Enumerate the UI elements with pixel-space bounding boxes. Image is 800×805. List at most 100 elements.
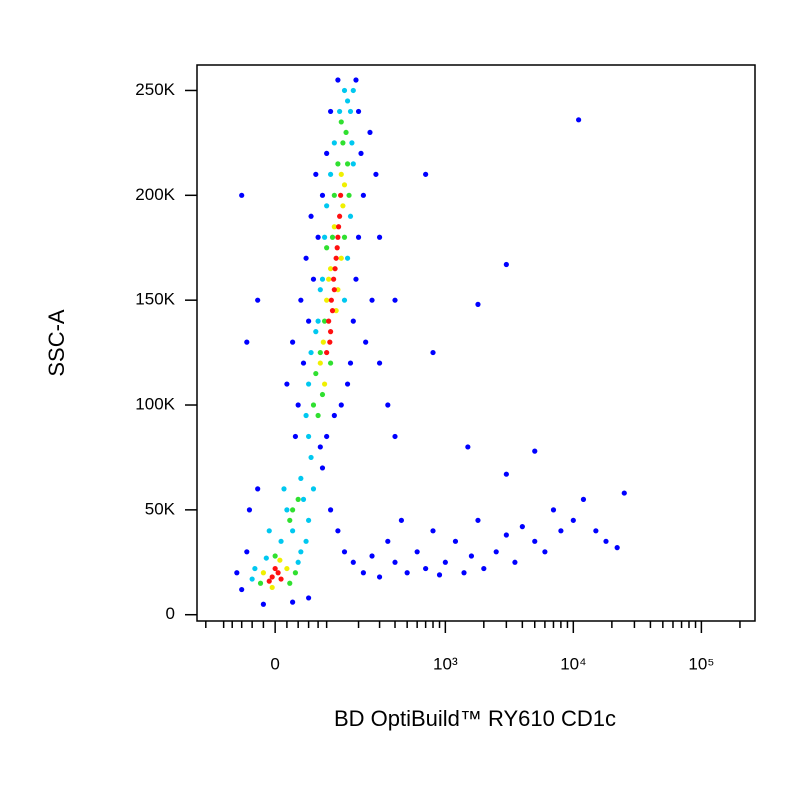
point <box>461 570 467 576</box>
point <box>327 360 334 366</box>
point <box>570 517 576 523</box>
point <box>335 77 341 83</box>
point <box>350 161 356 167</box>
point <box>234 570 240 576</box>
point <box>398 517 405 523</box>
point <box>360 192 366 198</box>
point <box>335 528 341 534</box>
point <box>275 570 281 576</box>
point <box>324 297 330 303</box>
point <box>337 213 343 219</box>
point <box>272 565 278 572</box>
point <box>542 549 548 555</box>
x-tick-label: 10⁴ <box>560 654 586 673</box>
point <box>298 475 304 482</box>
point <box>278 576 284 582</box>
point <box>347 213 354 219</box>
point <box>331 140 337 146</box>
point <box>300 360 307 366</box>
point <box>392 433 398 440</box>
point <box>331 192 337 198</box>
point <box>278 538 284 544</box>
point <box>593 528 599 534</box>
point <box>327 171 334 177</box>
point <box>346 192 352 198</box>
point <box>550 507 557 513</box>
point <box>327 339 333 345</box>
point <box>558 528 564 534</box>
point <box>295 402 301 408</box>
point <box>355 234 362 240</box>
point <box>353 276 359 282</box>
point <box>341 234 348 240</box>
point <box>244 549 250 555</box>
point <box>503 532 509 538</box>
point <box>315 234 321 240</box>
point <box>317 349 323 356</box>
point <box>317 287 323 293</box>
point <box>249 576 255 582</box>
point <box>333 308 339 314</box>
x-tick-label: 10⁵ <box>688 654 714 673</box>
point <box>503 261 509 268</box>
point <box>324 349 330 356</box>
point <box>303 412 309 419</box>
point <box>392 297 398 303</box>
point <box>319 276 326 282</box>
point <box>292 433 299 440</box>
point <box>335 161 341 167</box>
point <box>350 318 356 324</box>
point <box>327 266 334 272</box>
point <box>344 255 351 261</box>
x-tick-label: 0 <box>270 654 279 673</box>
point <box>269 574 275 580</box>
y-axis-label: SSC-A <box>44 309 69 377</box>
point <box>287 580 293 586</box>
point <box>255 486 261 492</box>
point <box>512 559 518 565</box>
point <box>277 557 283 563</box>
point <box>385 538 391 544</box>
point <box>404 570 410 576</box>
point <box>315 318 321 324</box>
point <box>326 276 332 282</box>
point <box>331 287 337 293</box>
point <box>350 87 356 94</box>
point <box>324 433 330 440</box>
point <box>363 339 369 345</box>
point <box>331 276 337 282</box>
point <box>328 297 334 303</box>
point <box>281 486 287 492</box>
point <box>298 549 304 555</box>
y-tick-label: 0 <box>166 604 175 623</box>
point <box>319 465 326 471</box>
point <box>263 555 269 561</box>
point <box>349 140 355 146</box>
point <box>614 545 620 551</box>
point <box>338 402 344 408</box>
point <box>303 538 309 544</box>
point <box>319 192 326 198</box>
point <box>284 507 290 513</box>
point <box>341 87 348 94</box>
point <box>308 213 314 219</box>
point <box>308 454 314 461</box>
point <box>475 517 481 523</box>
point <box>532 448 538 454</box>
point <box>308 349 314 356</box>
point <box>338 171 344 177</box>
point <box>310 402 317 408</box>
point <box>284 381 290 387</box>
point <box>310 276 317 282</box>
point <box>335 224 342 230</box>
y-tick-label: 200K <box>135 185 175 204</box>
y-tick-label: 250K <box>135 80 175 99</box>
plot-frame <box>196 64 756 622</box>
point <box>319 391 326 398</box>
point <box>329 308 336 314</box>
point <box>329 234 336 240</box>
point <box>338 192 344 198</box>
point <box>306 517 312 523</box>
point <box>327 507 334 513</box>
